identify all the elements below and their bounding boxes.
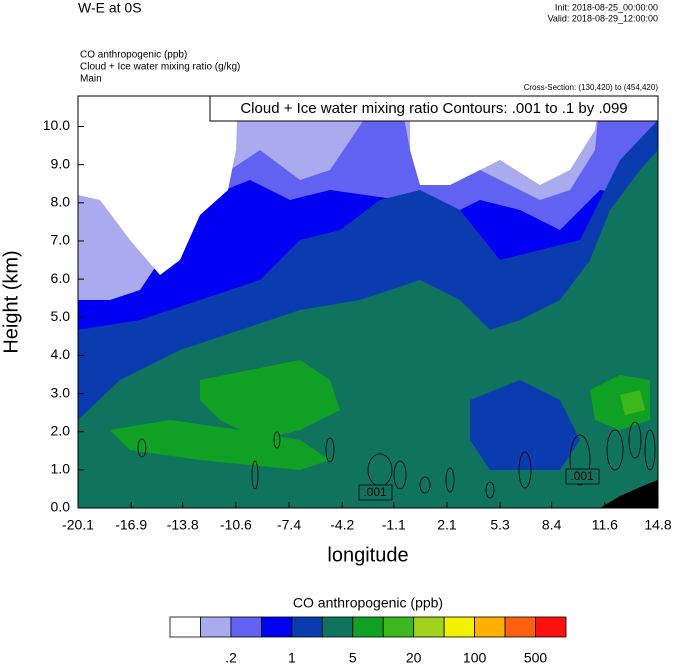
x-axis-label: longitude bbox=[327, 544, 408, 566]
colorbar-box bbox=[504, 616, 536, 638]
x-tick-label: 8.4 bbox=[542, 517, 562, 533]
colorbar-box bbox=[413, 616, 445, 638]
y-tick-label: 4.0 bbox=[51, 346, 71, 362]
colorbar-box bbox=[474, 616, 506, 638]
valid-time: Valid: 2018-08-29_12:00:00 bbox=[548, 13, 658, 23]
x-tick-label: -13.8 bbox=[167, 517, 199, 533]
colorbar-box bbox=[382, 616, 415, 638]
y-tick-label: 7.0 bbox=[51, 232, 71, 248]
colorbar-box bbox=[535, 616, 567, 638]
colorbar-box bbox=[443, 616, 476, 638]
colorbar-title: CO anthropogenic (ppb) bbox=[293, 595, 443, 611]
colorbar-box bbox=[260, 616, 293, 638]
y-tick-label: 8.0 bbox=[51, 194, 71, 210]
cross-section: Cross-Section: (130,420) to (454,420) bbox=[524, 83, 659, 92]
y-tick-label: 2.0 bbox=[51, 422, 71, 438]
y-tick-label: 6.0 bbox=[51, 270, 71, 286]
colorbar-box bbox=[230, 616, 262, 638]
x-tick-label: -4.2 bbox=[330, 517, 354, 533]
init-time: Init: 2018-08-25_00:00:00 bbox=[555, 2, 658, 12]
x-tick-label: -7.4 bbox=[277, 517, 301, 533]
y-tick-label: 5.0 bbox=[51, 308, 71, 324]
colorbar-box bbox=[321, 616, 354, 638]
x-tick-label: 5.3 bbox=[490, 517, 510, 533]
annotation-box bbox=[209, 95, 659, 122]
y-tick-label: 10.0 bbox=[43, 117, 70, 133]
x-tick-label: -20.1 bbox=[62, 517, 94, 533]
contour-label: .001 bbox=[570, 469, 594, 483]
colorbar-box bbox=[200, 616, 232, 638]
colorbar-label: 20 bbox=[406, 650, 422, 666]
y-tick-label: 1.0 bbox=[51, 461, 71, 477]
field-name: Main bbox=[80, 74, 102, 85]
contour-label: .001 bbox=[363, 485, 387, 499]
field-name: Cloud + Ice water mixing ratio (g/kg) bbox=[80, 62, 240, 73]
colorbar-box bbox=[291, 616, 323, 638]
field-name: CO anthropogenic (ppb) bbox=[80, 50, 187, 61]
y-tick-label: 9.0 bbox=[51, 155, 71, 171]
colorbar-label: 500 bbox=[524, 650, 548, 666]
colorbar-box bbox=[352, 616, 384, 638]
y-tick-label: 3.0 bbox=[51, 384, 71, 400]
x-tick-label: -16.9 bbox=[115, 517, 147, 533]
plot-frame bbox=[77, 95, 659, 509]
x-tick-label: 14.8 bbox=[644, 517, 671, 533]
colorbar-box bbox=[169, 616, 201, 638]
x-tick-label: -10.6 bbox=[220, 517, 252, 533]
contour-field bbox=[78, 96, 658, 508]
x-tick-label: 11.6 bbox=[592, 517, 618, 533]
x-tick-label: -1.1 bbox=[382, 517, 406, 533]
y-tick-label: 0.0 bbox=[51, 499, 71, 515]
annotation: Cloud + Ice water mixing ratio Contours:… bbox=[240, 100, 627, 117]
colorbar-label: 5 bbox=[349, 650, 357, 666]
colorbar-label: .2 bbox=[225, 650, 237, 666]
title: W-E at 0S bbox=[78, 0, 142, 16]
colorbar-label: 1 bbox=[288, 650, 296, 666]
colorbar-label: 100 bbox=[463, 650, 487, 666]
y-axis-label: Height (km) bbox=[0, 250, 22, 353]
x-tick-label: 2.1 bbox=[437, 517, 457, 533]
